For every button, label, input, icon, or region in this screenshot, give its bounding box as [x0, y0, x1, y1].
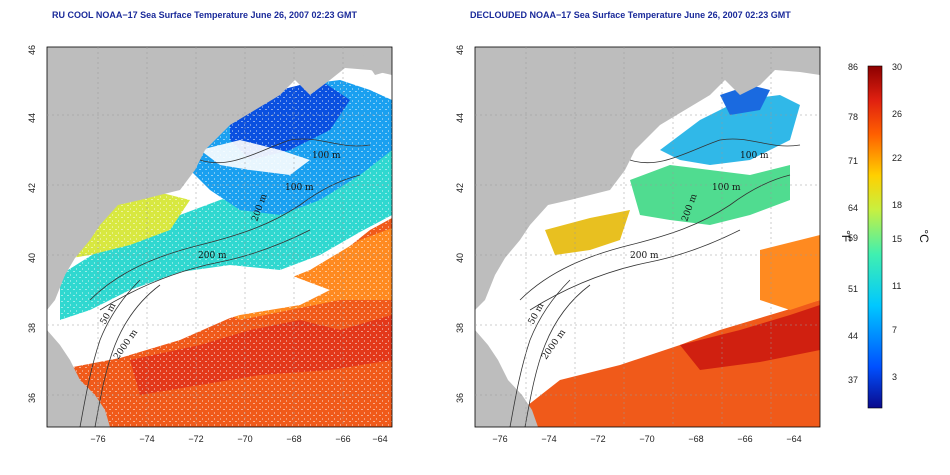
- left-map: [47, 47, 392, 427]
- right-y-tick: 36: [455, 393, 465, 403]
- right-hot-patches: [680, 305, 820, 370]
- right-y-tick: 38: [455, 323, 465, 333]
- right-y-tick: 46: [455, 45, 465, 55]
- right-x-tick: −70: [639, 434, 654, 444]
- right-contour-50m: [509, 279, 571, 427]
- colorbar-c-tick: 3: [892, 372, 897, 382]
- right-contour-shelf: [519, 174, 791, 301]
- colorbar-f-tick: 64: [848, 203, 858, 213]
- left-y-tick: 44: [27, 113, 37, 123]
- colorbar-c-tick: 26: [892, 109, 902, 119]
- left-y-tick: 46: [27, 45, 37, 55]
- colorbar: 86 78 71 64 59 51 44 37 30 26 22 18 15 1…: [839, 62, 931, 409]
- right-x-tick: −72: [590, 434, 605, 444]
- left-map-frame: [46, 46, 393, 428]
- left-contour-shelf: [89, 174, 361, 301]
- right-yellow-shelf: [545, 210, 630, 255]
- left-contour-50m: [79, 279, 141, 427]
- right-y-tick: 44: [455, 113, 465, 123]
- left-contour-2000m: [94, 284, 161, 427]
- right-cold-core: [720, 85, 770, 115]
- right-contour-100m: [629, 138, 801, 164]
- right-x-tick: −64: [786, 434, 801, 444]
- left-y-tick: 40: [27, 253, 37, 263]
- colorbar-f-tick: 78: [848, 112, 858, 122]
- left-y-tick: 38: [27, 323, 37, 333]
- colorbar-f-tick: 51: [848, 284, 858, 294]
- left-y-tick: 36: [27, 393, 37, 403]
- colorbar-c-tick: 11: [892, 281, 901, 291]
- colorbar-c-tick: 22: [892, 153, 902, 163]
- right-panel-title: DECLOUDED NOAA−17 Sea Surface Temperatur…: [470, 10, 791, 20]
- colorbar-celsius-unit: °C: [917, 229, 931, 243]
- left-y-axis: 46 44 42 40 38 36: [27, 45, 37, 403]
- colorbar-c-tick: 30: [892, 62, 902, 72]
- right-x-tick: −76: [492, 434, 507, 444]
- left-contour-100m: [199, 138, 371, 164]
- right-map: [475, 47, 820, 427]
- left-x-tick: −64: [372, 434, 387, 444]
- left-x-tick: −66: [335, 434, 350, 444]
- left-x-axis: −76 −74 −72 −70 −68 −66 −64: [90, 434, 387, 444]
- right-land: [475, 47, 820, 310]
- right-x-tick: −68: [688, 434, 703, 444]
- colorbar-fahrenheit-unit: °F: [839, 230, 853, 242]
- right-y-axis: 46 44 42 40 38 36: [455, 45, 465, 403]
- gridlines: [47, 47, 820, 427]
- left-panel-title: RU COOL NOAA−17 Sea Surface Temperature …: [52, 10, 358, 20]
- left-label-100m-b: 100 m: [285, 183, 314, 193]
- colorbar-f-tick: 86: [848, 62, 858, 72]
- colorbar-f-tick: 44: [848, 331, 858, 341]
- left-land: [47, 47, 392, 310]
- right-map-frame: [474, 46, 821, 428]
- left-x-tick: −68: [286, 434, 301, 444]
- right-contour-2000m: [524, 284, 591, 427]
- left-label-200m-a: 200 m: [198, 251, 227, 261]
- right-x-tick: −74: [541, 434, 556, 444]
- right-y-tick: 42: [455, 183, 465, 193]
- right-y-tick: 40: [455, 253, 465, 263]
- right-label-100m-a: 100 m: [740, 151, 769, 161]
- right-x-axis: −76 −74 −72 −70 −68 −66 −64: [492, 434, 801, 444]
- right-shelf-water: [630, 165, 790, 225]
- right-label-100m-b: 100 m: [712, 183, 741, 193]
- colorbar-c-tick: 15: [892, 234, 902, 244]
- left-contour-200m: [99, 229, 311, 311]
- right-land-south: [475, 330, 538, 427]
- left-label-100m-a: 100 m: [312, 151, 341, 161]
- right-cold-water: [660, 95, 800, 165]
- left-x-tick: −76: [90, 434, 105, 444]
- left-x-tick: −72: [188, 434, 203, 444]
- colorbar-c-tick: 7: [892, 325, 897, 335]
- colorbar-c-tick: 18: [892, 200, 902, 210]
- colorbar-gradient-bar: [867, 65, 883, 409]
- right-x-tick: −66: [737, 434, 752, 444]
- right-orange-band: [760, 235, 820, 310]
- colorbar-f-tick: 71: [848, 156, 858, 166]
- colorbar-f-tick: 37: [848, 375, 858, 385]
- left-x-tick: −74: [139, 434, 154, 444]
- colorbar-f-tick: 59: [848, 233, 858, 243]
- right-label-200m-a: 200 m: [630, 251, 659, 261]
- right-contour-200m: [529, 229, 741, 311]
- left-land-south: [47, 330, 110, 427]
- left-y-tick: 42: [27, 183, 37, 193]
- left-x-tick: −70: [237, 434, 252, 444]
- left-land-east: [360, 47, 392, 75]
